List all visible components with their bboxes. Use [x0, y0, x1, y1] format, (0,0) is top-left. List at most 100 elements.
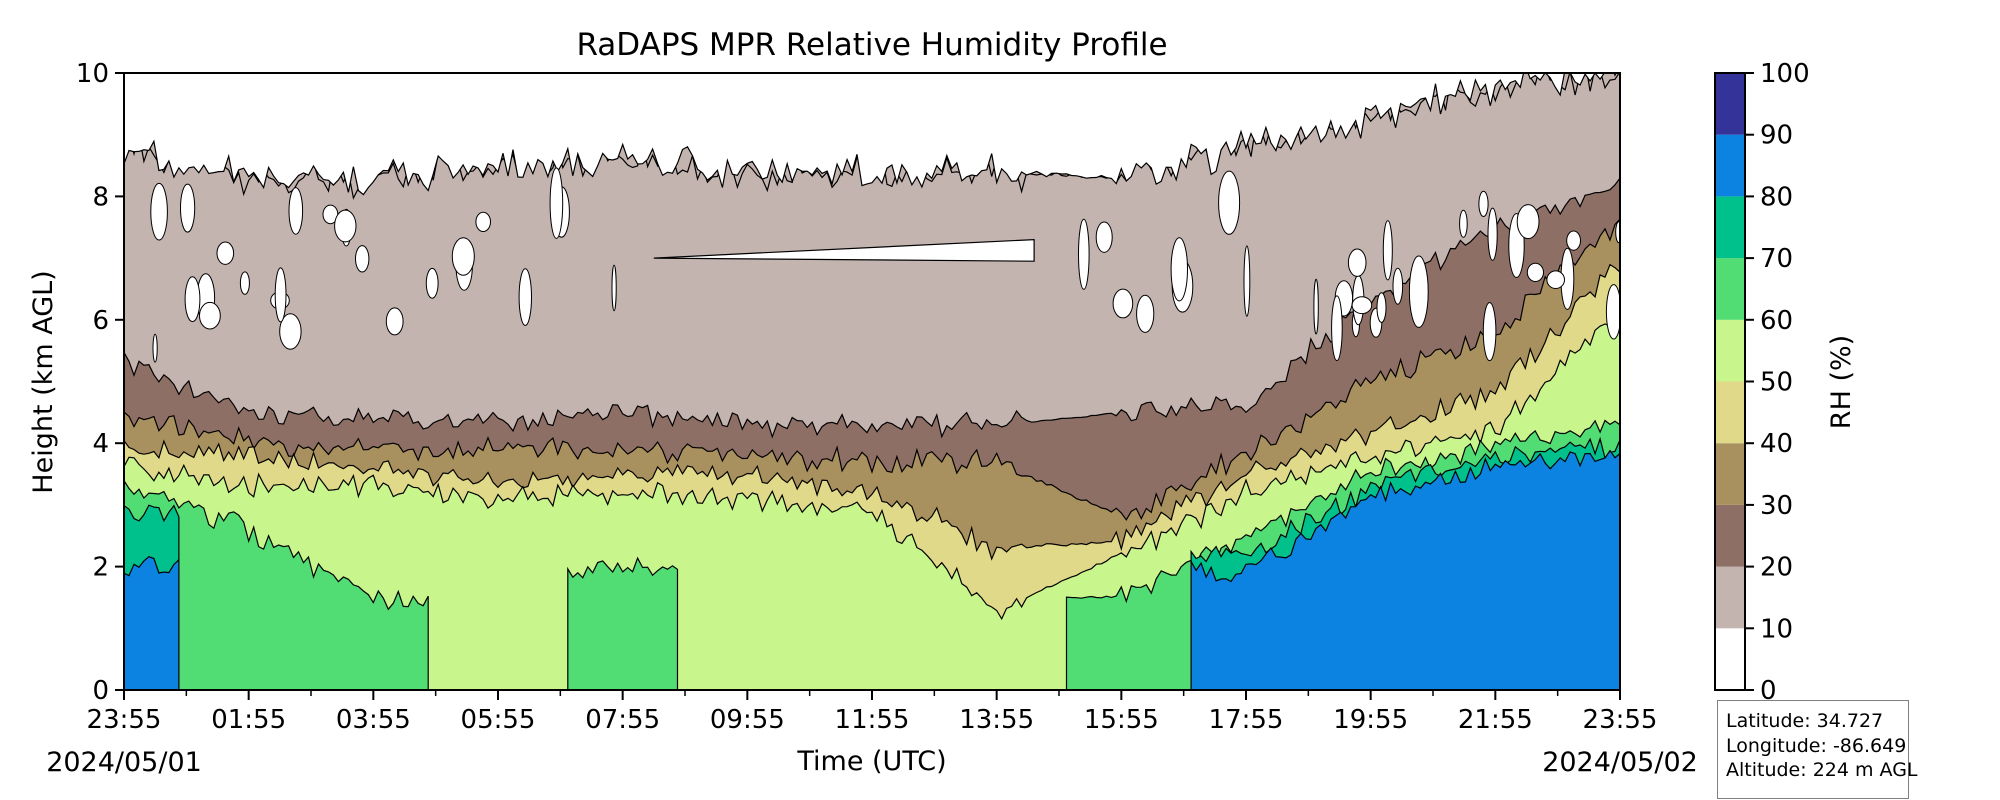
y-tick-label: 0	[92, 676, 109, 706]
dry-patch	[1112, 288, 1134, 319]
y-tick-label: 2	[92, 553, 109, 583]
dry-patch	[1243, 245, 1251, 317]
dry-patch	[184, 276, 201, 323]
dry-patch	[425, 267, 439, 299]
dry-patch	[279, 313, 302, 350]
dry-patch	[1218, 170, 1241, 235]
dry-patch	[288, 187, 304, 235]
dry-patch	[1351, 296, 1373, 315]
colorbar-tick-label: 60	[1760, 306, 1793, 336]
dry-patch	[1408, 255, 1429, 328]
colorbar-segment	[1715, 381, 1745, 444]
colorbar-segment	[1715, 73, 1745, 135]
dry-patch	[451, 237, 475, 276]
dry-patch	[1313, 278, 1319, 335]
colorbar-tick-label: 70	[1760, 244, 1793, 274]
colorbar-tick-label: 30	[1760, 491, 1793, 521]
y-axis-label: Height (km AGL)	[28, 270, 59, 493]
dry-patch	[1459, 209, 1468, 238]
x-tick-label: 03:55	[336, 705, 411, 735]
dry-patch	[1478, 190, 1489, 217]
x-tick-label: 21:55	[1458, 705, 1533, 735]
dry-patch	[152, 333, 158, 363]
dry-patch	[1605, 284, 1620, 340]
rh-band-80-plus	[124, 556, 180, 690]
dry-patch	[1382, 220, 1393, 281]
altitude-text: Altitude: 224 m AGL	[1726, 759, 1918, 781]
dry-patch	[1566, 230, 1581, 251]
dry-patch	[1095, 221, 1113, 253]
colorbar-segment	[1715, 319, 1745, 382]
colorbar-tick-label: 10	[1760, 614, 1793, 644]
colorbar: 0 10 20 30 40 50 60 70 80 90 100	[1714, 59, 1810, 706]
dry-patch	[334, 209, 357, 243]
colorbar-tick-label: 0	[1760, 676, 1777, 706]
plot-area	[124, 73, 1620, 690]
colorbar-segment	[1715, 196, 1745, 259]
dry-patch	[239, 271, 250, 295]
dry-patch	[355, 245, 370, 273]
dry-patch	[1376, 292, 1387, 323]
rh-band-60-plus	[567, 556, 679, 690]
latitude-text: Latitude: 34.727	[1726, 710, 1884, 732]
rh-band-80-plus	[1190, 449, 1620, 690]
colorbar-segment	[1715, 443, 1745, 505]
dry-patch	[1546, 270, 1565, 290]
x-axis-ticks: 23:55 01:55 03:55 05:55 07:55 09:55 11:55 13:55…	[87, 690, 1658, 735]
y-tick-label: 4	[92, 429, 109, 459]
dry-patch	[216, 241, 235, 265]
x-tick-label: 09:55	[710, 705, 785, 735]
dry-patch	[1526, 262, 1545, 282]
y-tick-label: 8	[92, 182, 109, 212]
dry-patch	[1170, 237, 1189, 302]
dry-patch	[180, 183, 196, 233]
dry-patch	[1347, 248, 1367, 277]
rh-contour-bands	[124, 73, 1620, 690]
x-tick-label: 23:55	[87, 705, 162, 735]
dry-patch	[1136, 294, 1155, 333]
rh-band-below-10	[124, 73, 1620, 196]
dry-patch	[1392, 267, 1404, 305]
colorbar-tick-label: 20	[1760, 553, 1793, 583]
dry-patch	[385, 307, 404, 336]
colorbar-segment	[1715, 504, 1745, 567]
dry-patch	[518, 268, 532, 326]
dry-patch	[549, 167, 564, 239]
dry-patch	[1078, 218, 1090, 290]
dry-patch	[150, 182, 168, 241]
dry-patch	[611, 264, 617, 312]
colorbar-segment	[1715, 134, 1745, 197]
dry-patch	[475, 211, 492, 232]
x-axis-label: Time (UTC)	[796, 746, 946, 777]
x-tick-label: 05:55	[461, 705, 536, 735]
start-date-label: 2024/05/01	[46, 747, 202, 778]
colorbar-segment	[1715, 258, 1745, 320]
x-tick-label: 23:55	[1583, 705, 1658, 735]
dry-patch	[1516, 204, 1540, 240]
colorbar-label: RH (%)	[1826, 335, 1857, 429]
colorbar-tick-label: 40	[1760, 429, 1793, 459]
rh-contour-details	[150, 167, 1620, 363]
dry-patch	[1482, 302, 1497, 362]
y-axis-ticks: 0 2 4 6 8 10	[76, 59, 124, 706]
dry-patch	[1615, 221, 1620, 244]
colorbar-tick-label: 100	[1760, 59, 1810, 89]
x-tick-label: 01:55	[211, 705, 286, 735]
chart-title: RaDAPS MPR Relative Humidity Profile	[576, 27, 1167, 63]
rh-band-60-plus	[124, 479, 429, 690]
x-tick-label: 15:55	[1084, 705, 1159, 735]
dry-patch	[274, 267, 287, 323]
x-tick-label: 17:55	[1209, 705, 1284, 735]
dry-patch	[1487, 207, 1498, 261]
y-tick-label: 6	[92, 306, 109, 336]
x-tick-label: 07:55	[585, 705, 660, 735]
station-info-box: Latitude: 34.727 Longitude: -86.649 Alti…	[1717, 700, 1918, 799]
colorbar-tick-label: 90	[1760, 121, 1793, 151]
colorbar-tick-label: 50	[1760, 368, 1793, 398]
dry-patch	[1331, 295, 1343, 362]
dry-patch	[199, 301, 221, 330]
x-tick-label: 13:55	[959, 705, 1034, 735]
colorbar-segment	[1715, 566, 1745, 629]
x-tick-label: 19:55	[1333, 705, 1408, 735]
